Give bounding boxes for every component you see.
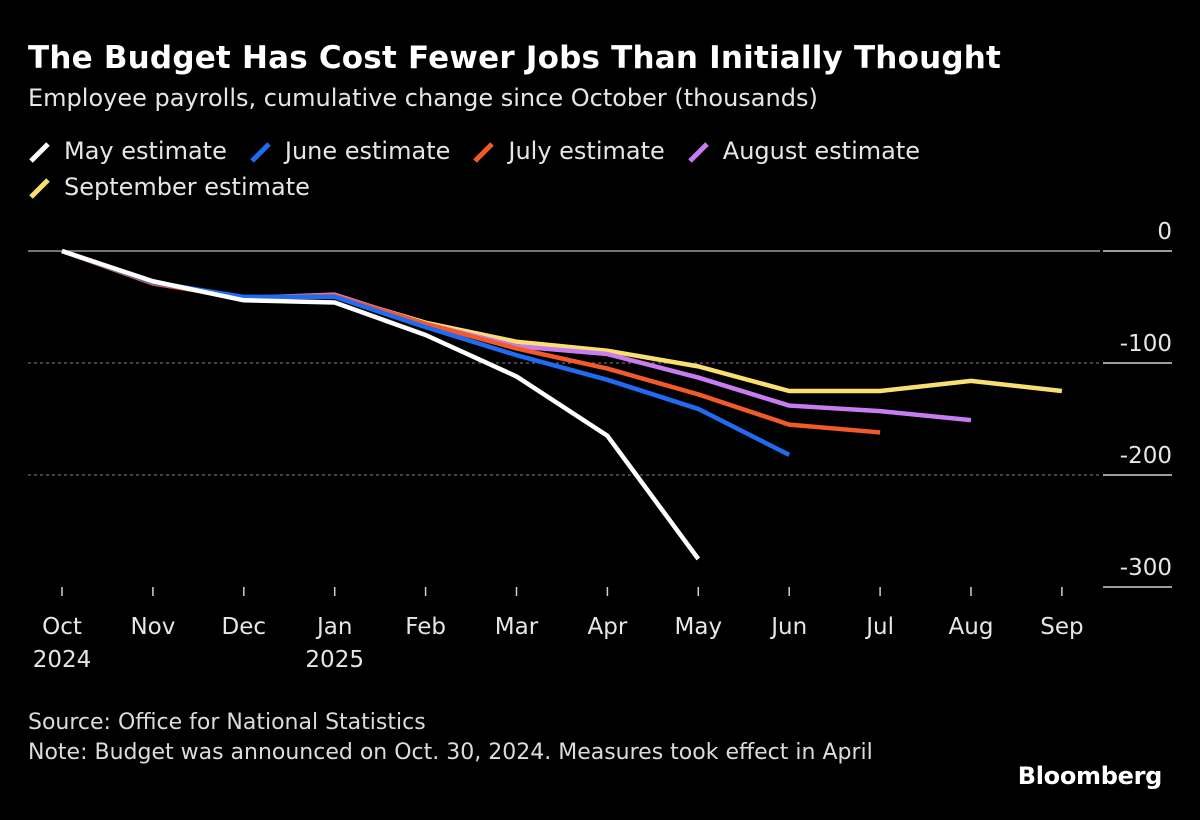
xtick-label-10: Aug	[949, 614, 994, 640]
series-line-may-estimate	[61, 248, 701, 561]
xtick-label-2: Dec	[222, 614, 267, 640]
xtick-label-11: Sep	[1040, 614, 1083, 640]
bloomberg-logo: Bloomberg	[1017, 762, 1163, 790]
chart-subtitle: Employee payrolls, cumulative change sin…	[28, 84, 818, 112]
ytick-label--100: -100	[1120, 331, 1172, 357]
legend-item-august: August estimate	[687, 136, 920, 166]
source-text: Source: Office for National Statistics	[28, 710, 426, 735]
legend-item-september: September estimate	[28, 172, 310, 202]
xtick-label-6: Apr	[588, 614, 628, 640]
legend-swatch-august	[688, 142, 709, 163]
y-axis-tick-labels: 0 -100 -200 -300	[1120, 219, 1172, 581]
legend-item-may: May estimate	[28, 136, 227, 166]
legend-label-may: May estimate	[64, 137, 227, 165]
grid-lines	[28, 250, 1172, 588]
legend-swatch-may	[29, 142, 50, 163]
xtick-label-5: Mar	[495, 614, 539, 640]
xtick-year-3: 2025	[305, 647, 364, 673]
legend-label-september: September estimate	[64, 173, 310, 201]
legend-swatch-june	[250, 142, 271, 163]
ytick-label--200: -200	[1120, 443, 1172, 469]
xtick-year-0: 2024	[33, 647, 92, 673]
series-lines	[61, 248, 1063, 561]
xtick-label-7: May	[675, 614, 723, 640]
footer-notes: Source: Office for National Statistics N…	[28, 708, 888, 768]
xtick-label-8: Jun	[769, 614, 807, 640]
legend-item-june: June estimate	[249, 136, 451, 166]
xtick-label-9: Jul	[864, 614, 894, 640]
x-axis: Oct 2024 Nov Dec Jan 2025 Feb Mar Apr May Jun Jul Au…	[33, 587, 1084, 673]
line-chart: 0 -100 -200 -300 Oct 2024 Nov Dec Jan 2025 Feb Mar…	[28, 219, 1172, 673]
xtick-label-0: Oct	[42, 614, 82, 640]
legend-swatch-july	[473, 142, 495, 163]
legend: May estimate June estimate July estimate…	[28, 136, 1028, 202]
ytick-label-0: 0	[1157, 219, 1172, 245]
xtick-label-3: Jan	[315, 614, 352, 640]
chart-title: The Budget Has Cost Fewer Jobs Than Init…	[28, 40, 1002, 76]
note-text: Note: Budget was announced on Oct. 30, 2…	[28, 740, 873, 765]
legend-item-july: July estimate	[472, 136, 665, 166]
series-line-june-estimate	[61, 248, 791, 457]
series-line-august-estimate	[61, 248, 972, 423]
legend-label-august: August estimate	[722, 137, 921, 165]
xtick-label-4: Feb	[405, 614, 446, 640]
xtick-label-1: Nov	[130, 614, 175, 640]
legend-label-july: July estimate	[508, 137, 665, 165]
series-line-september-estimate	[61, 248, 1063, 394]
ytick-label--300: -300	[1120, 555, 1172, 581]
legend-label-june: June estimate	[284, 137, 451, 165]
legend-swatch-september	[29, 178, 50, 199]
